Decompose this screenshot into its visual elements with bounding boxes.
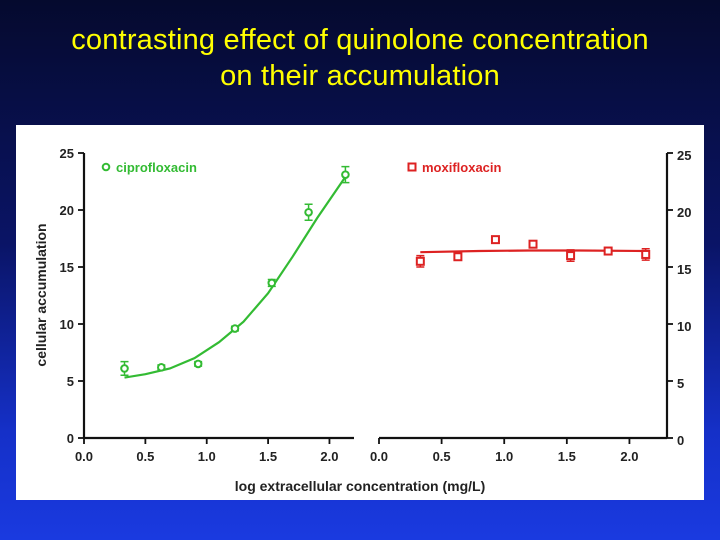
moxifloxacin-y-tick-label: 10: [677, 319, 691, 334]
ciprofloxacin-x-tick-label: 0.5: [136, 449, 154, 464]
ciprofloxacin-legend-label: ciprofloxacin: [116, 160, 197, 175]
moxifloxacin-data-point: [566, 251, 576, 261]
moxifloxacin-y-tick-label: 25: [677, 148, 691, 163]
ciprofloxacin-y-tick-label: 10: [60, 317, 74, 332]
moxifloxacin-x-tick-label: 2.0: [620, 449, 638, 464]
ciprofloxacin-x-tick-label: 1.5: [259, 449, 277, 464]
ciprofloxacin-y-tick-label: 0: [67, 431, 74, 446]
x-axis-title: log extracellular concentration (mg/L): [235, 478, 486, 494]
moxifloxacin-data-point: [453, 252, 463, 262]
moxifloxacin-y-tick-label: 15: [677, 262, 691, 277]
moxifloxacin-y-tick-label: 5: [677, 376, 684, 391]
ciprofloxacin-data-point: [341, 170, 350, 179]
slide-title-line2: on their accumulation: [220, 60, 500, 92]
ciprofloxacin-y-tick-label: 25: [60, 146, 74, 161]
moxifloxacin-fit-line: [420, 249, 646, 254]
moxifloxacin-data-point: [641, 249, 651, 259]
chart-panel: 0 5 10 15 20 25 0.0 0.5 1.0 1.5 2.0 ciprofloxacin 0 5…: [16, 125, 704, 500]
moxifloxacin-y-tick-label: 0: [677, 433, 684, 448]
moxifloxacin-data-point: [528, 239, 538, 249]
moxifloxacin-x-tick-label: 0.5: [433, 449, 451, 464]
moxifloxacin-x-tick-label: 0.0: [370, 449, 388, 464]
moxifloxacin-legend-label: moxifloxacin: [422, 160, 502, 175]
ciprofloxacin-x-tick-label: 0.0: [75, 449, 93, 464]
moxifloxacin-x-tick-label: 1.0: [495, 449, 513, 464]
ciprofloxacin-data-point: [267, 278, 277, 288]
moxifloxacin-data-point: [603, 246, 613, 256]
slide-title: contrasting effect of quinolone concentr…: [0, 22, 720, 94]
ciprofloxacin-data-point: [230, 324, 240, 333]
ciprofloxacin-data-point: [304, 207, 313, 217]
ciprofloxacin-data-point: [120, 364, 129, 373]
ciprofloxacin-x-tick-label: 1.0: [198, 449, 216, 464]
ciprofloxacin-fit-line: [124, 176, 347, 379]
ciprofloxacin-x-tick-label: 2.0: [320, 449, 338, 464]
moxifloxacin-data-point: [415, 256, 425, 266]
moxifloxacin-data-point: [490, 235, 500, 245]
ciprofloxacin-y-tick-label: 15: [60, 260, 74, 275]
moxifloxacin-legend-marker: [407, 162, 417, 172]
y-axis-title: cellular accumulation: [33, 223, 49, 366]
ciprofloxacin-y-tick-label: 5: [67, 374, 74, 389]
ciprofloxacin-y-tick-label: 20: [60, 203, 74, 218]
accumulation-chart: 0 5 10 15 20 25 0.0 0.5 1.0 1.5 2.0 ciprofloxacin 0 5…: [33, 146, 691, 494]
slide-title-line1: contrasting effect of quinolone concentr…: [71, 24, 649, 56]
ciprofloxacin-data-point: [193, 359, 203, 369]
ciprofloxacin-data-point: [157, 363, 166, 372]
ciprofloxacin-legend-marker: [101, 162, 111, 172]
moxifloxacin-y-tick-label: 20: [677, 205, 691, 220]
moxifloxacin-x-tick-label: 1.5: [558, 449, 576, 464]
